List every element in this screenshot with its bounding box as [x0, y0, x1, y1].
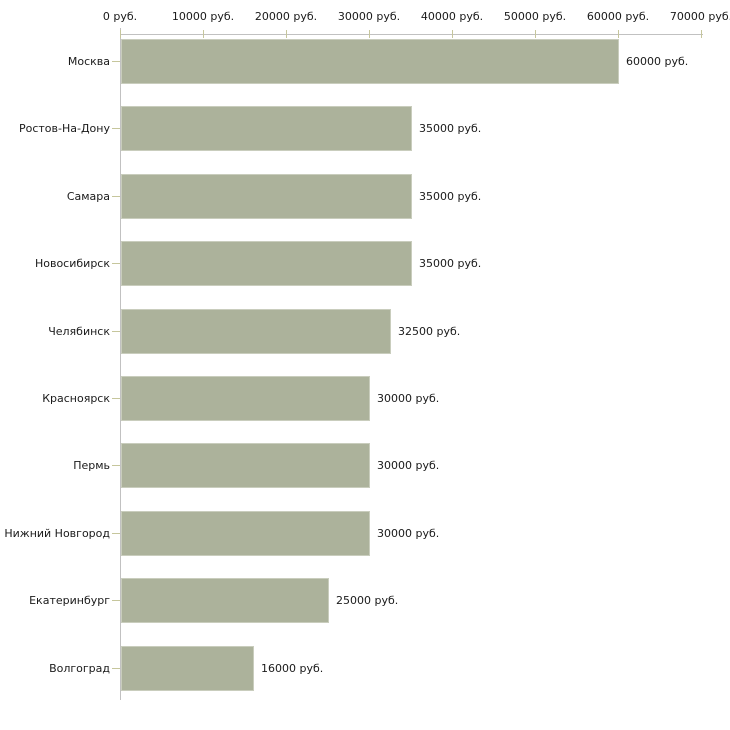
value-label: 30000 руб. [377, 526, 440, 540]
bar [121, 375, 370, 421]
value-label: 30000 руб. [377, 459, 440, 473]
x-tick-label: 40000 руб. [420, 10, 484, 23]
value-label: 32500 руб. [398, 324, 461, 338]
chart-row: Красноярск 30000 руб. [0, 375, 730, 421]
x-tick-mark [120, 30, 121, 38]
value-label: 35000 руб. [419, 257, 482, 271]
x-tick-label: 10000 руб. [171, 10, 235, 23]
category-label: Челябинск [48, 324, 110, 338]
x-tick-label: 30000 руб. [337, 10, 401, 23]
category-label: Пермь [73, 459, 110, 473]
chart-row: Нижний Новгород 30000 руб. [0, 510, 730, 556]
bar [121, 106, 412, 152]
category-tick-mark [112, 600, 120, 602]
chart-row: Новосибирск 35000 руб. [0, 241, 730, 287]
chart-row: Москва 60000 руб. [0, 39, 730, 84]
bar [121, 39, 619, 84]
value-label: 35000 руб. [419, 122, 482, 136]
x-tick-mark [535, 30, 536, 38]
category-label: Самара [66, 189, 110, 203]
category-tick-mark [112, 128, 120, 130]
bar [121, 578, 329, 624]
x-tick-mark [286, 30, 287, 38]
value-label: 16000 руб. [261, 661, 324, 675]
category-label: Нижний Новгород [4, 526, 110, 540]
chart-row: Екатеринбург 25000 руб. [0, 578, 730, 624]
category-tick-mark [112, 465, 120, 467]
bar [121, 308, 391, 354]
bar [121, 510, 370, 556]
x-tick-mark [203, 30, 204, 38]
x-tick-label: 50000 руб. [503, 10, 567, 23]
bar [121, 173, 412, 219]
y-axis-line [120, 28, 121, 700]
category-tick-mark [112, 667, 120, 669]
category-label: Ростов-На-Дону [18, 122, 110, 136]
value-label: 25000 руб. [336, 594, 399, 608]
x-tick-label: 60000 руб. [586, 10, 650, 23]
category-label: Новосибирск [34, 257, 110, 271]
bar [121, 443, 370, 489]
category-label: Волгоград [49, 661, 110, 675]
bar [121, 645, 254, 691]
category-label: Екатеринбург [29, 594, 110, 608]
x-tick-mark [369, 30, 370, 38]
category-tick-mark [112, 61, 120, 62]
category-tick-mark [112, 532, 120, 534]
chart-row: Самара 35000 руб. [0, 173, 730, 219]
category-tick-mark [112, 195, 120, 197]
bar [121, 241, 412, 287]
x-tick-mark [701, 30, 702, 38]
x-tick-mark [618, 30, 619, 38]
value-label: 60000 руб. [626, 55, 689, 68]
category-tick-mark [112, 263, 120, 265]
value-label: 35000 руб. [419, 189, 482, 203]
chart-row: Волгоград 16000 руб. [0, 645, 730, 691]
chart-row: Челябинск 32500 руб. [0, 308, 730, 354]
x-tick-label: 70000 руб. [669, 10, 730, 23]
x-tick-label: 0 руб. [102, 10, 138, 23]
x-tick-mark [452, 30, 453, 38]
chart-row: Ростов-На-Дону 35000 руб. [0, 106, 730, 152]
category-label: Москва [67, 55, 110, 68]
category-label: Красноярск [42, 391, 110, 405]
x-tick-label: 20000 руб. [254, 10, 318, 23]
x-axis-line [120, 34, 703, 35]
category-tick-mark [112, 330, 120, 332]
chart-row: Пермь 30000 руб. [0, 443, 730, 489]
value-label: 30000 руб. [377, 391, 440, 405]
category-tick-mark [112, 397, 120, 399]
